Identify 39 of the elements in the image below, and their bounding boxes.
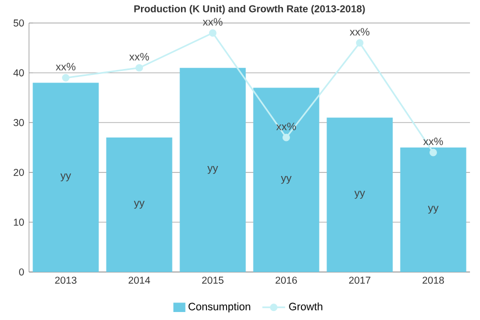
bar xyxy=(180,68,246,272)
x-tick-label: 2016 xyxy=(276,276,297,284)
data-label: yy xyxy=(280,176,292,184)
data-label: yy xyxy=(428,206,439,214)
y-tick-label: 30 xyxy=(14,119,24,126)
chart-title: Production (K Unit) and Growth Rate (2013-2018) xyxy=(134,4,365,14)
data-label: yy xyxy=(354,190,366,199)
bar xyxy=(326,118,393,272)
x-tick-label: 2014 xyxy=(128,276,150,284)
x-tick-label: 2017 xyxy=(349,276,370,284)
point xyxy=(356,39,364,47)
bar xyxy=(32,82,99,272)
point xyxy=(62,74,70,82)
data-label: yy xyxy=(60,173,72,182)
x-tick-label: 2015 xyxy=(202,276,224,284)
y-tick-label: 50 xyxy=(14,19,24,27)
point xyxy=(136,64,143,72)
data-label: xx% xyxy=(129,52,149,60)
data-label: yy xyxy=(134,200,145,209)
data-label: xx% xyxy=(276,122,296,130)
legend-label: Consumption xyxy=(188,302,250,312)
bar xyxy=(400,147,466,272)
y-tick-label: 20 xyxy=(14,168,24,176)
y-tick-label: 10 xyxy=(14,218,24,226)
point xyxy=(209,29,216,37)
data-label: xx% xyxy=(202,18,222,26)
x-tick-label: 2013 xyxy=(55,276,76,284)
bar xyxy=(106,138,172,272)
data-label: yy xyxy=(207,166,218,174)
point xyxy=(430,148,437,156)
data-label: xx% xyxy=(56,62,76,70)
point xyxy=(282,134,290,142)
bar xyxy=(253,88,320,272)
y-tick-label: 0 xyxy=(19,268,24,276)
data-label: xx% xyxy=(350,28,370,36)
y-tick-label: 40 xyxy=(13,69,24,76)
x-tick-label: 2018 xyxy=(422,276,444,284)
data-label: xx% xyxy=(423,138,443,146)
legend-label: Growth xyxy=(289,302,322,310)
